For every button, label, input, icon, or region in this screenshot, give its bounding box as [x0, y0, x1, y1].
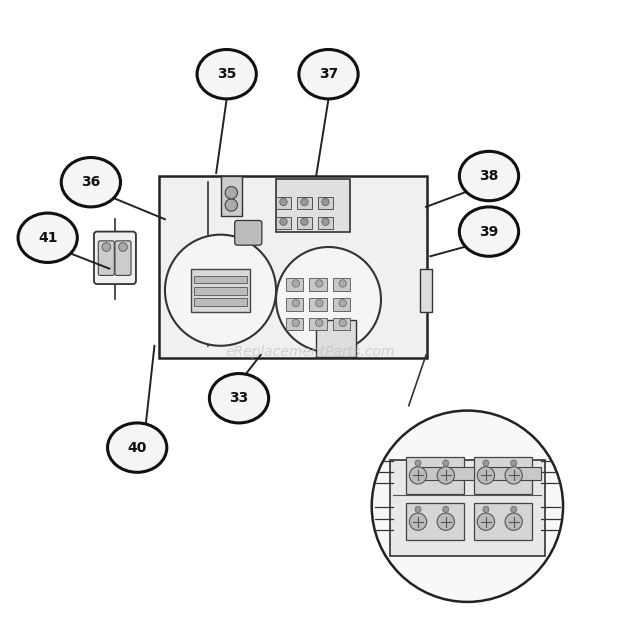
Circle shape	[292, 280, 299, 287]
Bar	[405, 503, 464, 540]
Bar	[316, 320, 356, 357]
Circle shape	[511, 506, 516, 513]
Bar	[297, 197, 312, 209]
Circle shape	[102, 243, 110, 251]
Bar	[309, 298, 327, 310]
Circle shape	[276, 247, 381, 352]
Circle shape	[316, 280, 323, 287]
Bar	[333, 279, 350, 291]
Circle shape	[225, 199, 237, 211]
Bar	[191, 268, 250, 312]
Circle shape	[322, 218, 329, 225]
Circle shape	[437, 467, 454, 484]
Circle shape	[339, 319, 347, 327]
Text: 38: 38	[479, 169, 498, 183]
Ellipse shape	[107, 423, 167, 473]
Circle shape	[443, 460, 449, 466]
Ellipse shape	[459, 207, 518, 256]
Text: 40: 40	[128, 441, 147, 455]
Bar	[420, 268, 432, 312]
Circle shape	[409, 467, 427, 484]
Bar	[194, 298, 247, 306]
Circle shape	[280, 198, 287, 205]
Circle shape	[505, 513, 522, 530]
Circle shape	[292, 319, 299, 327]
Bar	[474, 457, 532, 494]
Circle shape	[225, 186, 237, 199]
Circle shape	[409, 513, 427, 530]
Circle shape	[322, 198, 329, 205]
Bar	[309, 279, 327, 291]
Circle shape	[301, 198, 308, 205]
Circle shape	[477, 467, 495, 484]
Ellipse shape	[197, 50, 256, 99]
Circle shape	[292, 300, 299, 307]
Bar	[309, 318, 327, 330]
Bar	[194, 276, 247, 284]
Bar	[333, 318, 350, 330]
Circle shape	[483, 460, 489, 466]
Circle shape	[437, 513, 454, 530]
Circle shape	[339, 300, 347, 307]
Circle shape	[280, 218, 287, 225]
Circle shape	[372, 411, 563, 602]
Bar	[276, 197, 291, 209]
Ellipse shape	[61, 158, 120, 207]
Circle shape	[316, 319, 323, 327]
Bar	[276, 217, 291, 229]
Bar	[483, 467, 541, 480]
Text: 33: 33	[229, 391, 249, 405]
FancyBboxPatch shape	[99, 241, 114, 275]
Circle shape	[301, 218, 308, 225]
Circle shape	[316, 300, 323, 307]
Bar	[474, 503, 532, 540]
Bar	[333, 298, 350, 310]
Circle shape	[505, 467, 522, 484]
Bar	[318, 197, 333, 209]
Circle shape	[511, 460, 516, 466]
Ellipse shape	[299, 50, 358, 99]
Bar	[286, 318, 303, 330]
Bar	[194, 287, 247, 294]
Text: 36: 36	[81, 175, 100, 190]
Text: 39: 39	[479, 225, 498, 238]
Circle shape	[165, 235, 276, 346]
Bar	[221, 176, 242, 216]
Ellipse shape	[210, 373, 268, 423]
Text: 35: 35	[217, 67, 236, 81]
Circle shape	[477, 513, 495, 530]
Circle shape	[339, 280, 347, 287]
Ellipse shape	[459, 151, 518, 201]
Bar	[286, 298, 303, 310]
Bar	[318, 217, 333, 229]
Bar	[405, 457, 464, 494]
Circle shape	[415, 506, 421, 513]
FancyBboxPatch shape	[94, 232, 136, 284]
Circle shape	[443, 506, 449, 513]
Circle shape	[415, 460, 421, 466]
FancyBboxPatch shape	[115, 241, 131, 275]
Bar	[159, 176, 427, 358]
Bar	[297, 217, 312, 229]
Text: 37: 37	[319, 67, 338, 81]
Text: eReplacementParts.com: eReplacementParts.com	[225, 345, 395, 359]
Ellipse shape	[18, 213, 78, 263]
Bar	[276, 179, 350, 232]
Circle shape	[118, 243, 127, 251]
Bar	[286, 279, 303, 291]
Circle shape	[483, 506, 489, 513]
Text: 41: 41	[38, 231, 58, 245]
Bar	[390, 460, 544, 556]
FancyBboxPatch shape	[235, 221, 262, 245]
Bar	[415, 467, 474, 480]
